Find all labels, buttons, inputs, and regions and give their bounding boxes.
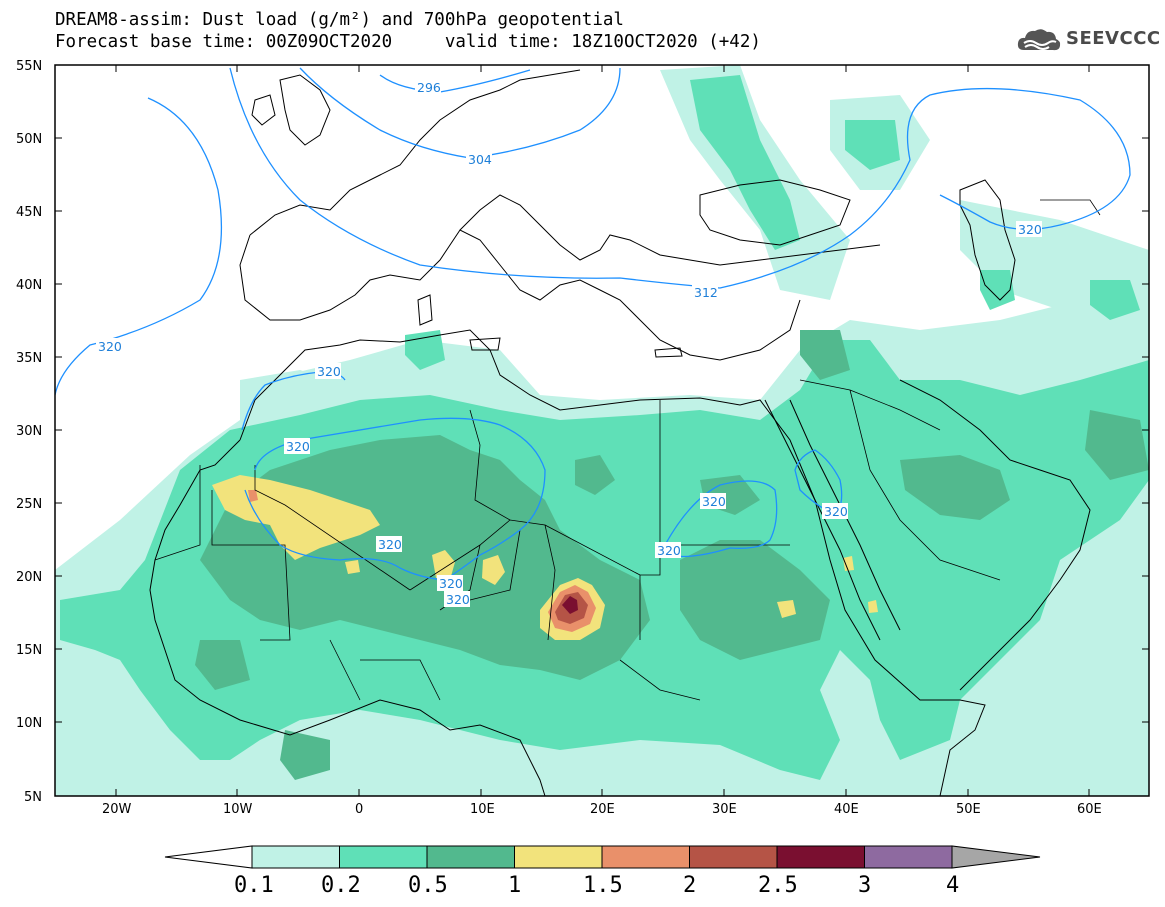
lon-label: 10E	[470, 802, 495, 817]
contour-label-group: 296 304 312 320 320 320 320 320 320 320 …	[96, 79, 1042, 607]
logo-text: SEEVCCC	[1066, 28, 1161, 49]
lat-axis: 55N 50N 45N 40N 35N 30N 25N 20N 15N 10N …	[16, 59, 1149, 805]
lon-axis: 20W 10W 0 10E 20E 30E 40E 50E 60E	[102, 65, 1102, 817]
geopotential-contours	[55, 67, 1131, 581]
lat-label: 15N	[16, 643, 42, 658]
cloud-icon	[1017, 29, 1061, 51]
lon-label: 0	[355, 802, 363, 817]
colorbar-cell	[339, 845, 428, 869]
contour-label: 320	[98, 339, 122, 354]
colorbar-label: 0.5	[408, 873, 448, 898]
colorbar-label: 3	[858, 873, 871, 898]
lon-label: 30E	[712, 802, 737, 817]
lon-label: 40E	[834, 802, 859, 817]
contour-label: 320	[702, 494, 726, 509]
colorbar-low-arrow	[164, 845, 253, 869]
contour-label: 320	[286, 439, 310, 454]
colorbar-label: 4	[946, 873, 959, 898]
lat-label: 20N	[16, 570, 42, 585]
contour-label: 320	[1018, 222, 1042, 237]
colorbar-cell	[426, 845, 515, 869]
lon-label: 10W	[223, 802, 253, 817]
lon-label: 50E	[956, 802, 981, 817]
lat-label: 45N	[16, 205, 42, 220]
contour-label: 304	[468, 152, 492, 167]
lon-label: 60E	[1077, 802, 1102, 817]
colorbar-label: 2	[683, 873, 696, 898]
lat-label: 50N	[16, 132, 42, 147]
colorbar-high-arrow	[951, 845, 1041, 869]
colorbar-label: 2.5	[758, 873, 798, 898]
colorbar-cell	[776, 845, 865, 869]
colorbar-cells	[251, 845, 953, 869]
contour-label: 320	[317, 364, 341, 379]
colorbar-cell	[689, 845, 778, 869]
colorbar-label: 0.1	[234, 873, 274, 898]
lat-label: 25N	[16, 497, 42, 512]
colorbar-cell	[864, 845, 953, 869]
contour-label: 320	[439, 576, 463, 591]
contour-label: 296	[417, 80, 441, 95]
contour-label: 320	[824, 504, 848, 519]
colorbar-label: 1.5	[583, 873, 623, 898]
colorbar: 0.1 0.2 0.5 1 1.5 2 2.5 3 4	[164, 845, 1041, 898]
colorbar-cell	[251, 845, 340, 869]
lat-label: 55N	[16, 59, 42, 74]
colorbar-label: 1	[508, 873, 521, 898]
lat-label: 35N	[16, 351, 42, 366]
colorbar-label: 0.2	[321, 873, 361, 898]
lat-label: 40N	[16, 278, 42, 293]
lat-label: 5N	[24, 790, 42, 805]
lon-label: 20E	[590, 802, 615, 817]
contour-label: 320	[446, 592, 470, 607]
contour-label: 312	[694, 285, 718, 300]
colorbar-cell	[514, 845, 603, 869]
coastlines	[149, 69, 1091, 796]
contour-label: 320	[657, 543, 681, 558]
dust-fields	[55, 65, 1149, 796]
contour-label: 320	[378, 537, 402, 552]
dust-level-2.5	[562, 596, 578, 614]
lat-label: 10N	[16, 716, 42, 731]
map-title: DREAM8-assim: Dust load (g/m²) and 700hP…	[55, 10, 624, 30]
lon-label: 20W	[102, 802, 132, 817]
map-subtitle: Forecast base time: 00Z09OCT2020 valid t…	[55, 32, 761, 52]
lat-label: 30N	[16, 424, 42, 439]
colorbar-cell	[601, 845, 690, 869]
seevccc-logo: SEEVCCC	[1016, 26, 1160, 56]
